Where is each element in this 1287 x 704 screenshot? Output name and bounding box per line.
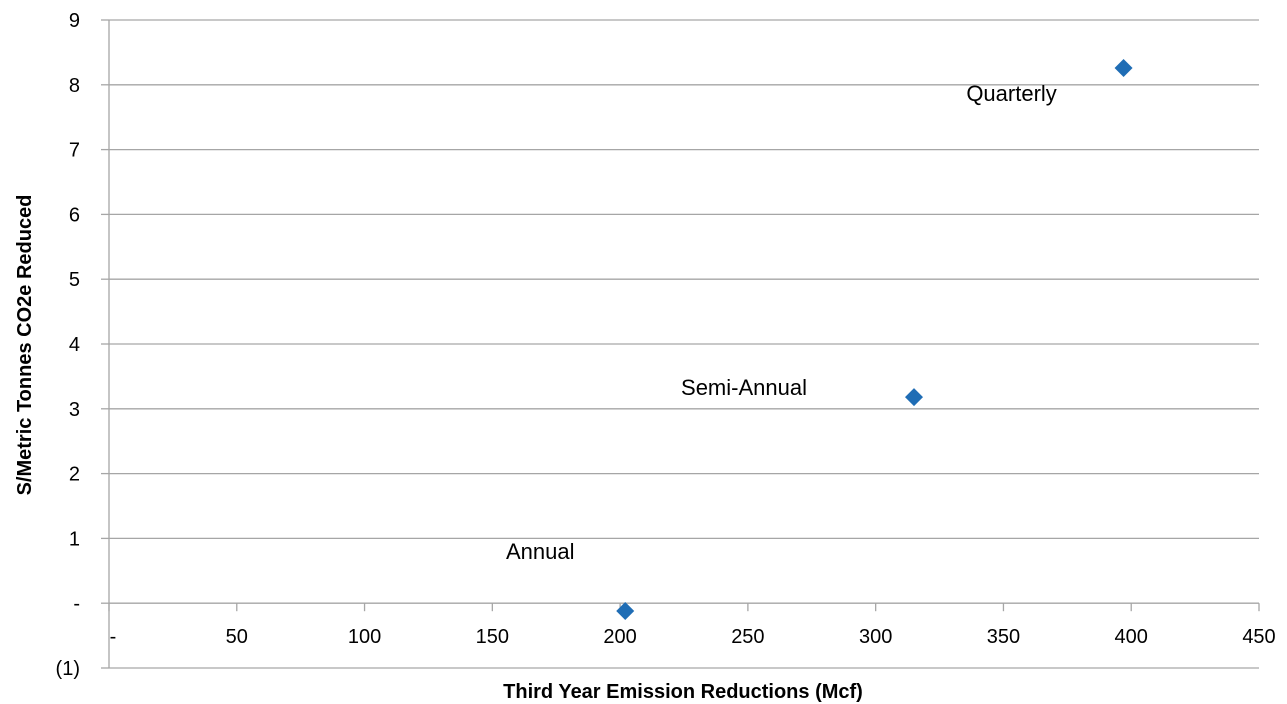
x-tick-label: 50 — [226, 626, 248, 648]
point-label: Quarterly — [966, 81, 1056, 106]
y-tick-label: 3 — [69, 399, 80, 421]
y-tick-label: 7 — [69, 140, 80, 162]
y-tick-label: 8 — [69, 75, 80, 97]
x-axis-title: Third Year Emission Reductions (Mcf) — [503, 681, 863, 703]
y-tick-label: 6 — [69, 204, 80, 226]
axes — [101, 19, 1260, 669]
gridlines — [109, 19, 1259, 669]
y-tick-label: - — [73, 593, 80, 615]
x-tick-label: 450 — [1242, 626, 1275, 648]
x-tick-label: 350 — [987, 626, 1020, 648]
y-tick-label: 5 — [69, 269, 80, 291]
x-tick-label: 100 — [348, 626, 381, 648]
data-points — [616, 58, 1133, 620]
y-tick-label: 9 — [69, 10, 80, 32]
x-tick-label: 250 — [731, 626, 764, 648]
tick-labels: (1) - 1 2 3 4 5 6 7 8 9 - 50 100 150 200 250 300 350 400 450 — [56, 10, 1276, 680]
x-tick-label: 200 — [603, 626, 636, 648]
x-tick-label: 300 — [859, 626, 892, 648]
y-tick-label: (1) — [56, 658, 80, 680]
data-point-quarterly — [1114, 58, 1133, 77]
y-axis-title: S/Metric Tonnes CO2e Reduced — [14, 195, 36, 496]
point-label: Semi-Annual — [681, 375, 807, 400]
x-tick-label: 400 — [1115, 626, 1148, 648]
x-tick-label: - — [110, 626, 117, 648]
point-labels: Annual Semi-Annual Quarterly — [506, 81, 1057, 564]
data-point-semi-annual — [905, 388, 923, 407]
y-tick-label: 4 — [69, 334, 80, 356]
x-tick-label: 150 — [476, 626, 509, 648]
data-point-annual — [616, 601, 635, 620]
y-tick-label: 1 — [69, 528, 80, 550]
y-tick-label: 2 — [69, 464, 80, 486]
point-label: Annual — [506, 539, 575, 564]
